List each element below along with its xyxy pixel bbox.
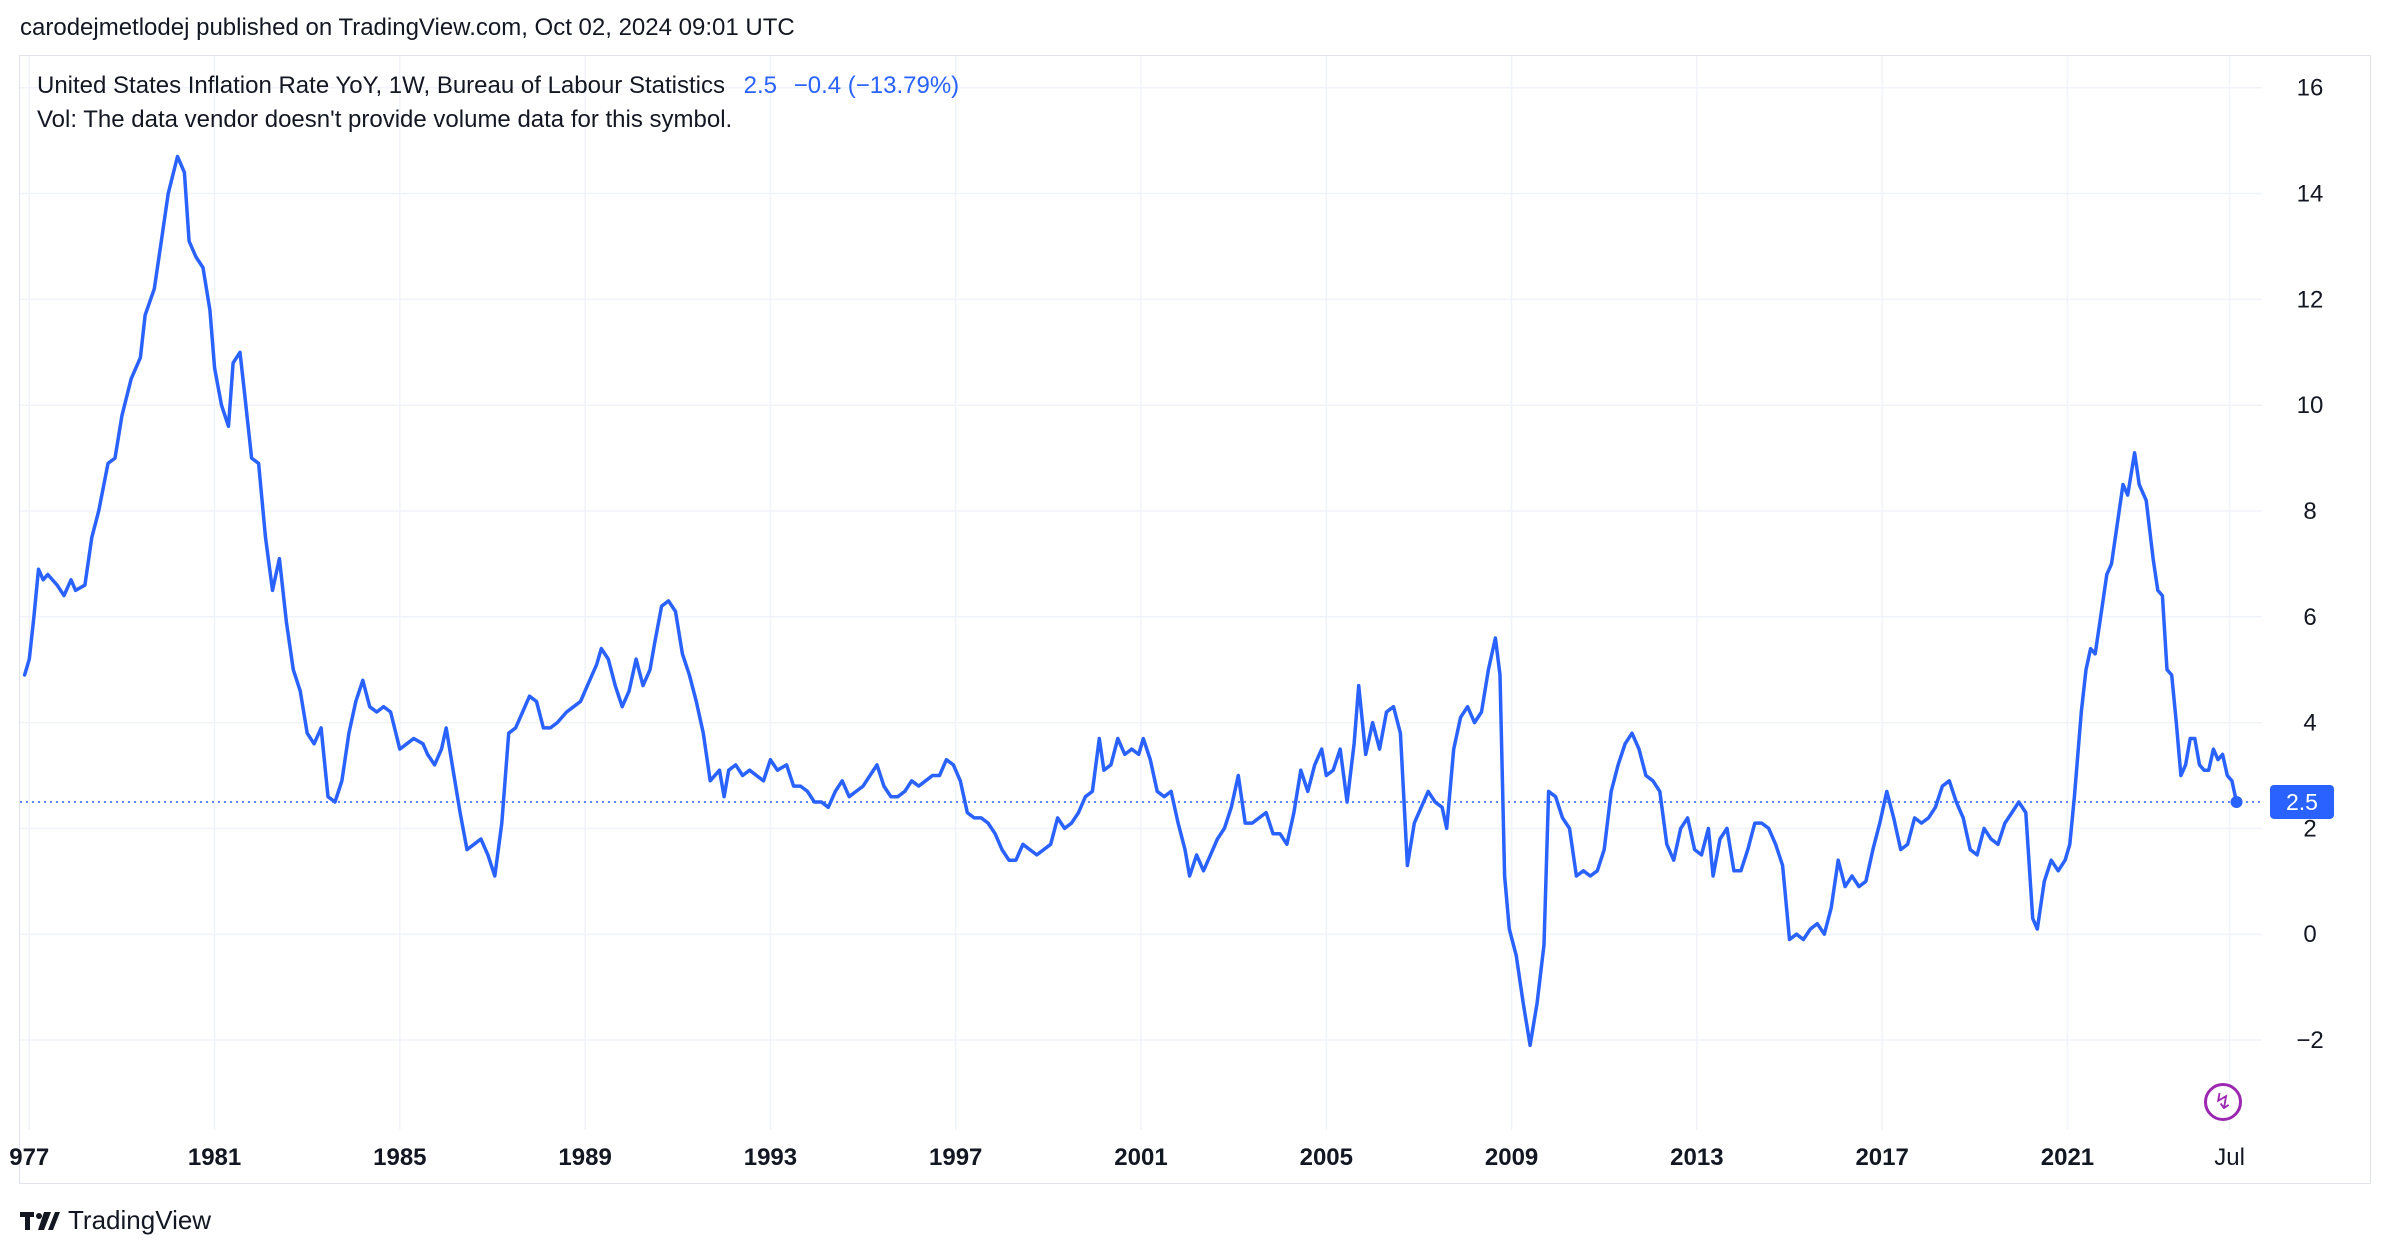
publish-info: carodejmetlodej published on TradingView… (20, 14, 795, 41)
y-tick-label: 6 (2303, 604, 2316, 631)
x-tick-label: 1989 (558, 1144, 611, 1171)
x-tick-label: 2021 (2041, 1144, 2094, 1171)
brand-name: TradingView (68, 1205, 212, 1235)
tradingview-logo-icon (20, 1211, 60, 1230)
current-price-label: 2.5 (2286, 789, 2318, 815)
series-layer (22, 154, 2243, 1048)
y-tick-label: −2 (2296, 1027, 2323, 1054)
x-tick-label: 2013 (1670, 1144, 1723, 1171)
x-axis: 977 1981 1985 1989 1993 1997 2001 2005 2009 2013 2… (9, 1144, 2245, 1171)
current-price-badge (2270, 784, 2334, 819)
x-tick-label: 1993 (744, 1144, 797, 1171)
y-tick-label: 14 (2297, 181, 2324, 208)
x-tick-label: 977 (9, 1144, 49, 1171)
legend-change: −0.4 (−13.79%) (793, 72, 960, 99)
y-tick-label: 0 (2303, 921, 2316, 948)
x-tick-label: Jul (2214, 1144, 2245, 1171)
y-tick-label: 12 (2297, 286, 2324, 313)
grid-layer (20, 56, 2262, 1130)
x-tick-label: 2005 (1300, 1144, 1353, 1171)
y-tick-label: 8 (2303, 498, 2316, 525)
y-tick-label: 16 (2297, 75, 2324, 102)
price-label-layer: 2.5 (2270, 784, 2334, 819)
x-tick-label: 2017 (1855, 1144, 1908, 1171)
legend-main[interactable]: United States Inflation Rate YoY, 1W, Bu… (37, 72, 959, 100)
series-line (22, 154, 2239, 1048)
y-axis: −2 0 2 4 6 8 10 12 14 16 (2296, 75, 2323, 1054)
brand-logo[interactable]: TradingView (20, 1205, 211, 1236)
y-tick-label: 2 (2303, 815, 2316, 842)
x-tick-label: 1981 (188, 1144, 241, 1171)
legend-volume: Vol: The data vendor doesn't provide vol… (37, 106, 732, 134)
chart-frame[interactable] (19, 55, 2371, 1184)
x-tick-label: 2001 (1114, 1144, 1167, 1171)
legend-last-value: 2.5 (743, 72, 778, 99)
legend-title: United States Inflation Rate YoY, 1W, Bu… (37, 72, 725, 99)
last-point-marker (2230, 795, 2243, 808)
x-tick-label: 2009 (1485, 1144, 1538, 1171)
y-tick-label: 10 (2297, 392, 2324, 419)
x-tick-label: 1997 (929, 1144, 982, 1171)
y-tick-label: 4 (2303, 710, 2316, 737)
x-tick-label: 1985 (373, 1144, 426, 1171)
volume-note: Vol: The data vendor doesn't provide vol… (37, 106, 733, 133)
lightning-icon[interactable]: ↯ (2204, 1083, 2242, 1121)
